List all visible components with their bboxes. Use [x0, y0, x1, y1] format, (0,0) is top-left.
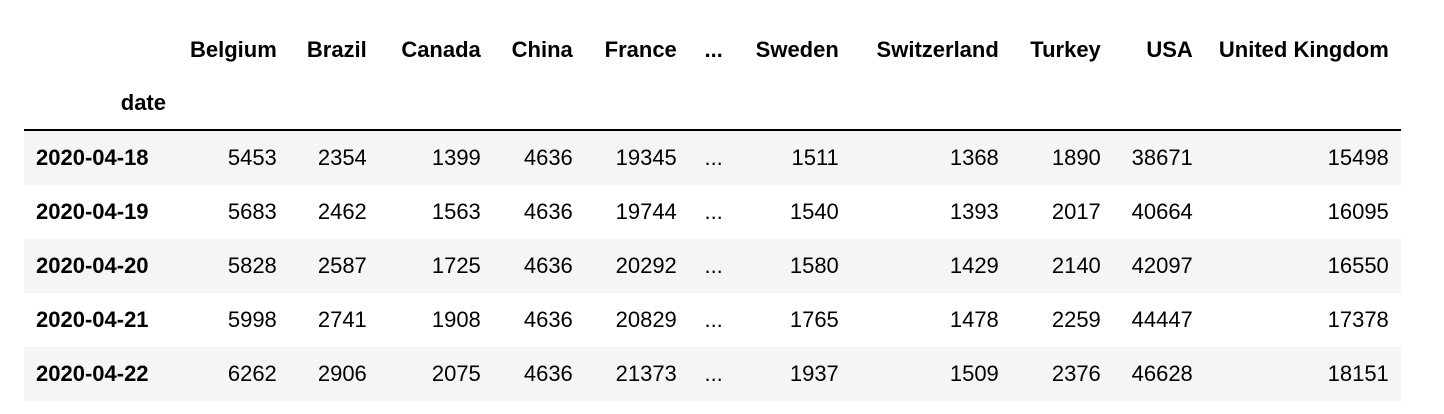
column-header: Turkey: [1030, 37, 1101, 62]
table-cell: 1478: [949, 307, 999, 332]
table-cell-ellipsis: ...: [704, 199, 723, 224]
table-cell: 2017: [1051, 199, 1101, 224]
row-index: 2020-04-22: [36, 361, 149, 386]
table-cell-ellipsis: ...: [704, 145, 723, 170]
column-header: Canada: [401, 37, 481, 62]
table-row: 2020-04-22 6262 2906 2075 4636 21373 ...…: [24, 347, 1401, 401]
table-cell: 1765: [789, 307, 839, 332]
blank-header-cell: [584, 77, 689, 131]
row-index: 2020-04-20: [36, 253, 149, 278]
table-cell: 2741: [317, 307, 367, 332]
blank-header-cell: [850, 77, 1011, 131]
table-cell: 2462: [317, 199, 367, 224]
table-cell: 4636: [523, 361, 573, 386]
index-name: date: [24, 77, 178, 131]
blank-header-cell: [688, 77, 735, 131]
blank-header-cell: [378, 77, 493, 131]
blank-header-cell: [288, 77, 379, 131]
column-header: Belgium: [190, 37, 277, 62]
column-header: Switzerland: [876, 37, 999, 62]
table-row: 2020-04-19 5683 2462 1563 4636 19744 ...…: [24, 185, 1401, 239]
column-header: United Kingdom: [1218, 37, 1389, 62]
blank-header-cell: [178, 77, 289, 131]
table-cell: 42097: [1131, 253, 1193, 278]
blank-header-cell: [1010, 77, 1113, 131]
table-cell: 4636: [523, 253, 573, 278]
header-corner: [24, 23, 178, 77]
table-cell: 2075: [431, 361, 481, 386]
blank-header-cell: [734, 77, 851, 131]
table-cell: 1908: [431, 307, 481, 332]
dataframe-table: Belgium Brazil Canada China France ... S…: [24, 23, 1401, 401]
table-cell: 40664: [1131, 199, 1193, 224]
column-header-row: Belgium Brazil Canada China France ... S…: [24, 23, 1401, 77]
row-index: 2020-04-21: [36, 307, 149, 332]
table-cell: 44447: [1131, 307, 1193, 332]
table-cell: 1725: [431, 253, 481, 278]
table-cell: 1580: [789, 253, 839, 278]
table-cell-ellipsis: ...: [704, 361, 723, 386]
table-row: 2020-04-21 5998 2741 1908 4636 20829 ...…: [24, 293, 1401, 347]
column-header: USA: [1146, 37, 1193, 62]
column-header-ellipsis: ...: [704, 37, 723, 62]
table-cell: 1429: [949, 253, 999, 278]
table-row: 2020-04-18 5453 2354 1399 4636 19345 ...…: [24, 130, 1401, 185]
table-cell: 2906: [317, 361, 367, 386]
blank-header-cell: [1204, 77, 1401, 131]
table-cell: 1563: [431, 199, 481, 224]
table-cell: 4636: [523, 307, 573, 332]
table-cell: 1509: [949, 361, 999, 386]
table-cell: 5453: [227, 145, 277, 170]
table-cell: 1393: [949, 199, 999, 224]
column-header: China: [511, 37, 573, 62]
table-cell: 1937: [789, 361, 839, 386]
table-cell: 1540: [789, 199, 839, 224]
table-cell: 2259: [1051, 307, 1101, 332]
table-cell: 15498: [1327, 145, 1389, 170]
table-body: 2020-04-18 5453 2354 1399 4636 19345 ...…: [24, 130, 1401, 401]
table-cell: 16550: [1327, 253, 1389, 278]
column-header: Brazil: [306, 37, 367, 62]
table-cell: 38671: [1131, 145, 1193, 170]
table-cell: 1368: [949, 145, 999, 170]
table-cell: 6262: [227, 361, 277, 386]
table-cell: 2376: [1051, 361, 1101, 386]
table-cell: 1399: [431, 145, 481, 170]
table-cell: 5828: [227, 253, 277, 278]
table-cell: 1890: [1051, 145, 1101, 170]
row-index: 2020-04-18: [36, 145, 149, 170]
table-cell: 5998: [227, 307, 277, 332]
blank-header-cell: [492, 77, 585, 131]
index-name-row: date: [24, 77, 1401, 131]
table-cell: 19744: [615, 199, 677, 224]
column-header: France: [604, 37, 677, 62]
table-cell-ellipsis: ...: [704, 253, 723, 278]
table-cell: 19345: [615, 145, 677, 170]
table-cell: 17378: [1327, 307, 1389, 332]
table-cell: 4636: [523, 145, 573, 170]
blank-header-cell: [1112, 77, 1205, 131]
table-cell: 4636: [523, 199, 573, 224]
table-row: 2020-04-20 5828 2587 1725 4636 20292 ...…: [24, 239, 1401, 293]
table-cell: 20829: [615, 307, 677, 332]
table-cell: 21373: [615, 361, 677, 386]
table-cell: 46628: [1131, 361, 1193, 386]
table-cell: 2587: [317, 253, 367, 278]
table-cell: 16095: [1327, 199, 1389, 224]
table-cell: 18151: [1327, 361, 1389, 386]
row-index: 2020-04-19: [36, 199, 149, 224]
table-cell: 5683: [227, 199, 277, 224]
table-cell: 2354: [317, 145, 367, 170]
table-cell-ellipsis: ...: [704, 307, 723, 332]
table-cell: 1511: [791, 145, 839, 170]
column-header: Sweden: [755, 37, 839, 62]
table-cell: 20292: [615, 253, 677, 278]
table-cell: 2140: [1051, 253, 1101, 278]
